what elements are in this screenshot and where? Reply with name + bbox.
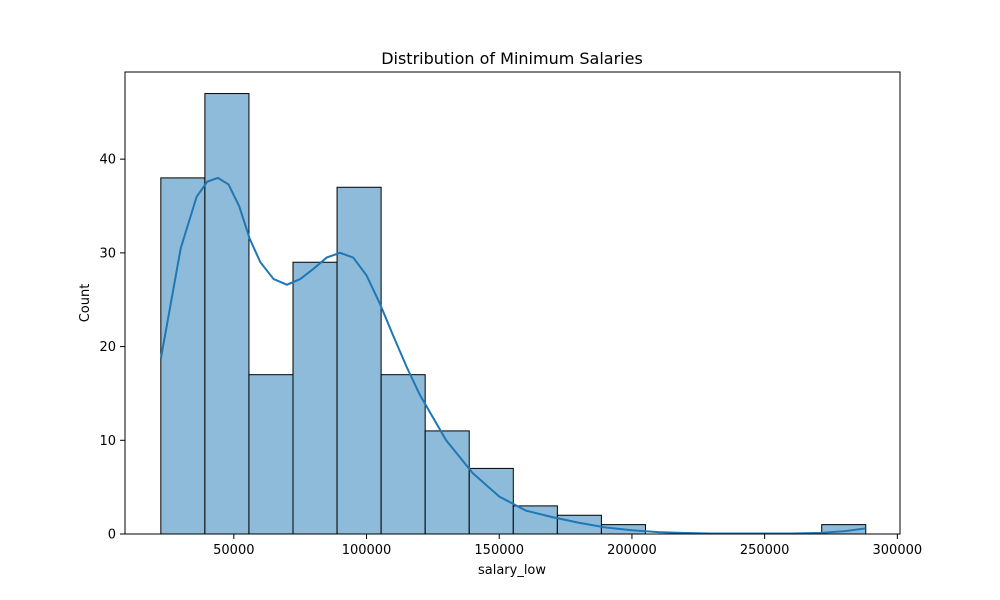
histogram-bar xyxy=(248,374,294,535)
kde-curve xyxy=(159,176,866,535)
bars-group xyxy=(160,93,867,535)
histogram-bar xyxy=(380,374,426,535)
y-tick-label: 40 xyxy=(99,153,116,168)
plot-frame xyxy=(124,71,901,535)
y-tick-label: 10 xyxy=(99,434,116,449)
x-tick-label: 100000 xyxy=(342,543,392,558)
x-axis-label: salary_low xyxy=(478,563,546,578)
x-tick-label: 200000 xyxy=(607,543,657,558)
y-axis: 0 10 20 30 40 xyxy=(99,153,125,543)
x-tick-label: 250000 xyxy=(740,543,790,558)
x-tick-label: 50000 xyxy=(213,543,254,558)
y-tick-label: 0 xyxy=(108,528,116,543)
x-tick-label: 300000 xyxy=(873,543,923,558)
y-axis-label: Count xyxy=(78,284,93,323)
histogram-bar xyxy=(336,186,382,535)
y-tick-label: 20 xyxy=(99,340,116,355)
x-axis: 50000 100000 150000 200000 250000 300000 xyxy=(213,534,922,558)
y-tick-label: 30 xyxy=(99,246,116,261)
chart-title: Distribution of Minimum Salaries xyxy=(381,49,643,68)
histogram-bar xyxy=(512,505,558,535)
histogram-bar xyxy=(160,177,206,535)
histogram-bar xyxy=(424,430,470,535)
histogram-bar xyxy=(292,261,338,535)
x-tick-label: 150000 xyxy=(474,543,524,558)
histogram-bar xyxy=(204,93,250,535)
